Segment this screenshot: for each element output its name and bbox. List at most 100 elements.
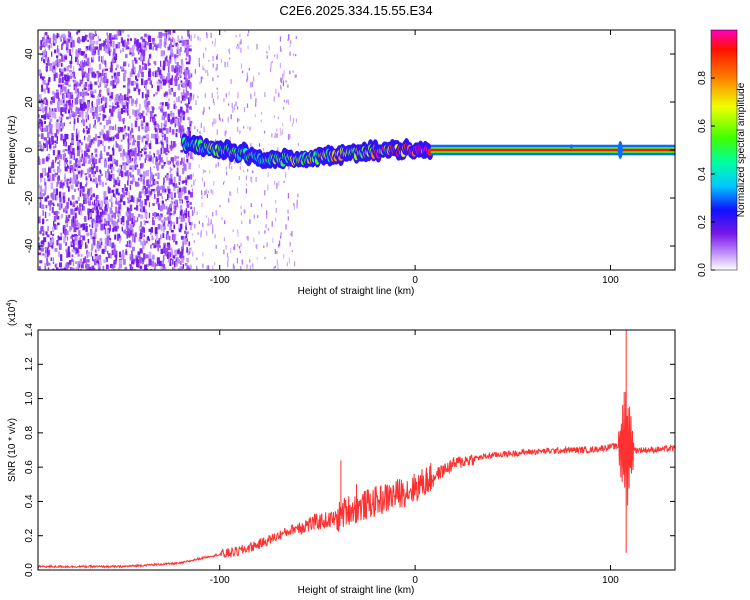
heatmap-noise-cell: [123, 125, 127, 129]
heatmap-noise-cell: [125, 100, 127, 107]
heatmap-noise-cell: [77, 171, 81, 175]
heatmap-noise-cell: [98, 254, 102, 262]
heatmap-noise-cell: [173, 266, 176, 270]
heatmap-noise-cell: [173, 176, 176, 183]
heatmap-noise-cell: [231, 166, 233, 170]
heatmap-noise-cell: [58, 97, 60, 104]
heatmap-noise-cell: [236, 244, 239, 247]
heatmap-noise-cell: [237, 229, 239, 234]
heatmap-noise-cell: [95, 197, 98, 201]
heatmap-noise-cell: [161, 141, 164, 145]
heatmap-noise-cell: [81, 60, 84, 68]
heatmap-noise-cell: [159, 81, 162, 84]
heatmap-noise-cell: [52, 149, 55, 156]
heatmap-noise-cell: [126, 157, 129, 164]
heatmap-noise-cell: [162, 60, 166, 67]
heatmap-noise-cell: [110, 253, 112, 259]
heatmap-noise-cell: [38, 245, 42, 251]
heatmap-noise-cell: [266, 210, 268, 216]
heatmap-noise-cell: [68, 109, 70, 114]
heatmap-noise-cell: [113, 48, 116, 56]
heatmap-noise-cell: [100, 56, 103, 63]
heatmap-noise-cell: [278, 181, 280, 186]
heatmap-noise-cell: [109, 95, 113, 100]
heatmap-noise-cell: [160, 60, 162, 67]
heatmap-noise-cell: [234, 160, 236, 164]
heatmap-noise-cell: [146, 137, 149, 142]
heatmap-noise-cell: [274, 135, 276, 138]
heatmap-noise-cell: [182, 264, 184, 269]
heatmap-noise-cell: [83, 150, 87, 158]
heatmap-noise-cell: [144, 126, 148, 133]
heatmap-noise-cell: [117, 42, 121, 49]
heatmap-noise-cell: [47, 195, 50, 198]
heatmap-noise-cell: [52, 34, 55, 41]
heatmap-noise-cell: [294, 74, 296, 78]
heatmap-noise-cell: [69, 70, 73, 73]
heatmap-noise-cell: [113, 220, 116, 227]
heatmap-noise-cell: [104, 245, 107, 252]
heatmap-noise-cell: [158, 160, 161, 166]
heatmap-noise-cell: [113, 178, 116, 184]
heatmap-noise-cell: [159, 44, 162, 49]
heatmap-noise-cell: [122, 109, 126, 113]
heatmap-noise-cell: [111, 189, 115, 193]
heatmap-noise-cell: [185, 91, 190, 96]
heatmap-noise-cell: [267, 172, 269, 177]
heatmap-noise-cell: [181, 157, 183, 164]
heatmap-noise-cell: [190, 225, 192, 231]
heatmap-noise-cell: [228, 91, 230, 96]
heatmap-noise-cell: [56, 182, 59, 187]
heatmap-noise-cell: [168, 37, 171, 41]
heatmap-noise-cell: [73, 250, 75, 253]
heatmap-noise-cell: [178, 125, 182, 132]
heatmap-noise-cell: [86, 264, 90, 270]
snr-x-tick-label: 100: [602, 575, 619, 586]
heatmap-noise-cell: [87, 208, 91, 216]
heatmap-noise-cell: [296, 199, 298, 205]
heatmap-noise-cell: [271, 133, 273, 138]
heatmap-noise-cell: [136, 257, 139, 263]
spectrogram-y-label: Frequency (Hz): [7, 116, 18, 185]
heatmap-noise-cell: [167, 30, 170, 34]
heatmap-noise-cell: [52, 194, 55, 201]
heatmap-noise-cell: [212, 98, 214, 104]
heatmap-noise-cell: [227, 62, 229, 67]
heatmap-noise-cell: [127, 198, 131, 204]
heatmap-noise-cell: [61, 268, 64, 270]
heatmap-noise-cell: [175, 257, 179, 264]
heatmap-noise-cell: [121, 66, 124, 70]
heatmap-noise-cell: [68, 31, 70, 37]
heatmap-noise-cell: [266, 242, 268, 248]
heatmap-noise-cell: [107, 164, 110, 169]
heatmap-noise-cell: [207, 190, 209, 194]
heatmap-noise-cell: [186, 79, 188, 83]
heatmap-noise-cell: [102, 96, 105, 101]
heatmap-noise-cell: [111, 266, 114, 269]
heatmap-noise-cell: [283, 99, 285, 103]
heatmap-noise-cell: [69, 60, 73, 65]
heatmap-noise-cell: [248, 30, 250, 34]
heatmap-noise-cell: [39, 127, 43, 131]
heatmap-noise-cell: [285, 80, 287, 83]
heatmap-noise-cell: [64, 166, 68, 172]
heatmap-noise-cell: [182, 214, 184, 219]
heatmap-noise-cell: [111, 105, 115, 112]
heatmap-noise-cell: [185, 50, 189, 57]
heatmap-noise-cell: [237, 232, 239, 237]
heatmap-noise-cell: [89, 212, 91, 217]
heatmap-noise-cell: [66, 49, 69, 54]
heatmap-noise-cell: [105, 264, 109, 269]
heatmap-noise-cell: [189, 222, 191, 226]
heatmap-noise-cell: [243, 126, 245, 129]
heatmap-noise-cell: [226, 171, 228, 176]
heatmap-noise-cell: [87, 217, 90, 221]
heatmap-noise-cell: [143, 240, 147, 246]
heatmap-noise-cell: [60, 107, 62, 111]
heatmap-noise-cell: [52, 203, 55, 206]
heatmap-noise-cell: [175, 97, 178, 103]
heatmap-noise-cell: [113, 259, 117, 265]
heatmap-noise-cell: [60, 110, 62, 116]
heatmap-noise-cell: [265, 224, 267, 229]
heatmap-noise-cell: [74, 261, 78, 265]
